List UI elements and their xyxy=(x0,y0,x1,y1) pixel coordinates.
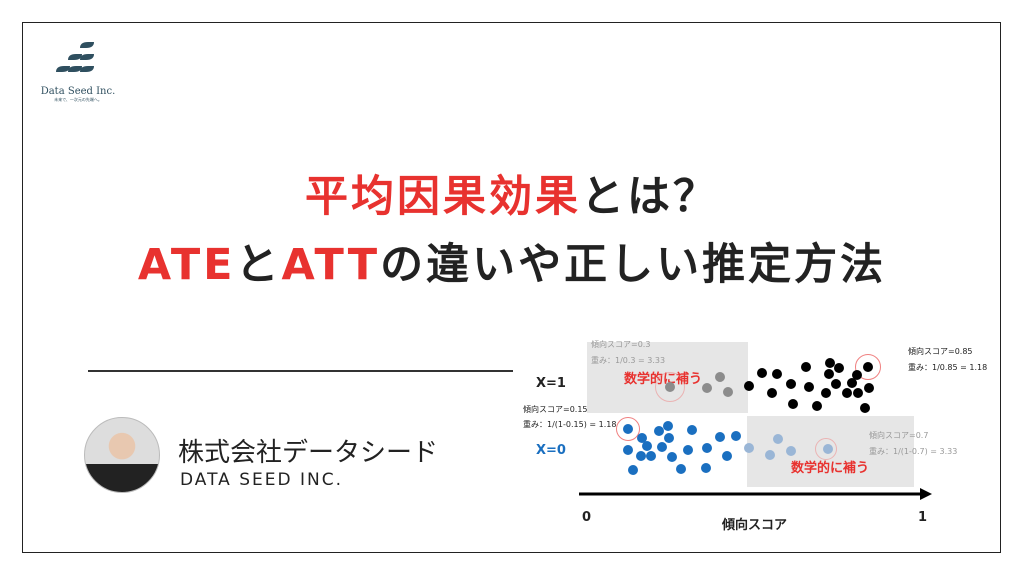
point-treated xyxy=(824,369,834,379)
point-control xyxy=(657,442,667,452)
point-imputed-control xyxy=(823,444,833,454)
point-treated xyxy=(834,363,844,373)
highlight-ring xyxy=(815,438,837,460)
title-line-1: 平均因果効果とは？ xyxy=(305,172,719,222)
author-name-en: DATA SEED INC. xyxy=(180,470,343,490)
point-treated xyxy=(847,378,857,388)
axis-end: 1 xyxy=(918,510,928,525)
point-control xyxy=(683,445,693,455)
point-control xyxy=(676,464,686,474)
axis-start: 0 xyxy=(582,510,592,525)
point-imputed-control xyxy=(773,434,783,444)
point-control xyxy=(654,426,664,436)
point-control xyxy=(628,465,638,475)
point-imputed-treated xyxy=(665,382,675,392)
point-treated xyxy=(863,362,873,372)
logo: Data Seed Inc. 未来で、一次元の先端へ。 xyxy=(38,40,118,102)
point-control xyxy=(646,451,656,461)
point-treated xyxy=(842,388,852,398)
annotation-weight: 重み：1/0.85 = 1.18 xyxy=(908,363,988,372)
avatar xyxy=(84,417,160,493)
point-imputed-control xyxy=(744,443,754,453)
point-control xyxy=(687,425,697,435)
annotation-weight: 重み：1/(1-0.7) = 3.33 xyxy=(869,447,958,456)
divider xyxy=(88,370,513,372)
annotation-score: 傾向スコア=0.85 xyxy=(908,347,973,356)
point-treated xyxy=(744,381,754,391)
point-treated xyxy=(757,368,767,378)
point-treated xyxy=(853,388,863,398)
point-imputed-control xyxy=(786,446,796,456)
point-control xyxy=(731,431,741,441)
highlight-ring xyxy=(616,417,640,441)
point-treated xyxy=(804,382,814,392)
point-imputed-treated xyxy=(715,372,725,382)
author-name-jp: 株式会社データシード xyxy=(178,438,439,468)
annotation-score: 傾向スコア=0.7 xyxy=(869,431,929,440)
point-control xyxy=(663,421,673,431)
annotation-score: 傾向スコア=0.15 xyxy=(523,405,588,414)
point-control xyxy=(642,441,652,451)
point-control xyxy=(701,463,711,473)
point-treated xyxy=(831,379,841,389)
point-treated xyxy=(821,388,831,398)
axis-label: 傾向スコア xyxy=(722,518,788,533)
point-treated xyxy=(801,362,811,372)
point-treated xyxy=(864,383,874,393)
point-treated xyxy=(860,403,870,413)
point-control xyxy=(722,451,732,461)
point-control xyxy=(637,433,647,443)
point-treated xyxy=(788,399,798,409)
point-control xyxy=(715,432,725,442)
point-control xyxy=(636,451,646,461)
logo-tagline: 未来で、一次元の先端へ。 xyxy=(54,97,102,102)
point-imputed-treated xyxy=(702,383,712,393)
highlight-ring xyxy=(855,354,881,380)
annotation-score: 傾向スコア=0.3 xyxy=(591,340,651,349)
highlight-ring xyxy=(655,372,685,402)
point-control xyxy=(667,452,677,462)
point-imputed-control xyxy=(765,450,775,460)
point-treated xyxy=(767,388,777,398)
point-treated xyxy=(852,370,862,380)
title-line-2: ATEとATTの違いや正しい推定方法 xyxy=(137,240,887,290)
point-treated xyxy=(812,401,822,411)
point-control xyxy=(623,445,633,455)
point-control xyxy=(664,433,674,443)
point-treated xyxy=(772,369,782,379)
annotation-weight: 重み：1/0.3 = 3.33 xyxy=(591,356,666,365)
point-control xyxy=(623,424,633,434)
x1-label: X=1 xyxy=(536,376,566,391)
compensate-label: 数学的に補う xyxy=(791,461,870,476)
point-control xyxy=(702,443,712,453)
frame xyxy=(22,22,1001,553)
point-imputed-treated xyxy=(723,387,733,397)
x0-label: X=0 xyxy=(536,443,566,458)
logo-name: Data Seed Inc. xyxy=(40,86,116,97)
logo-mark-icon xyxy=(56,42,94,72)
annotation-weight: 重み：1/(1-0.15) = 1.18 xyxy=(523,420,617,429)
point-treated xyxy=(825,358,835,368)
point-treated xyxy=(786,379,796,389)
